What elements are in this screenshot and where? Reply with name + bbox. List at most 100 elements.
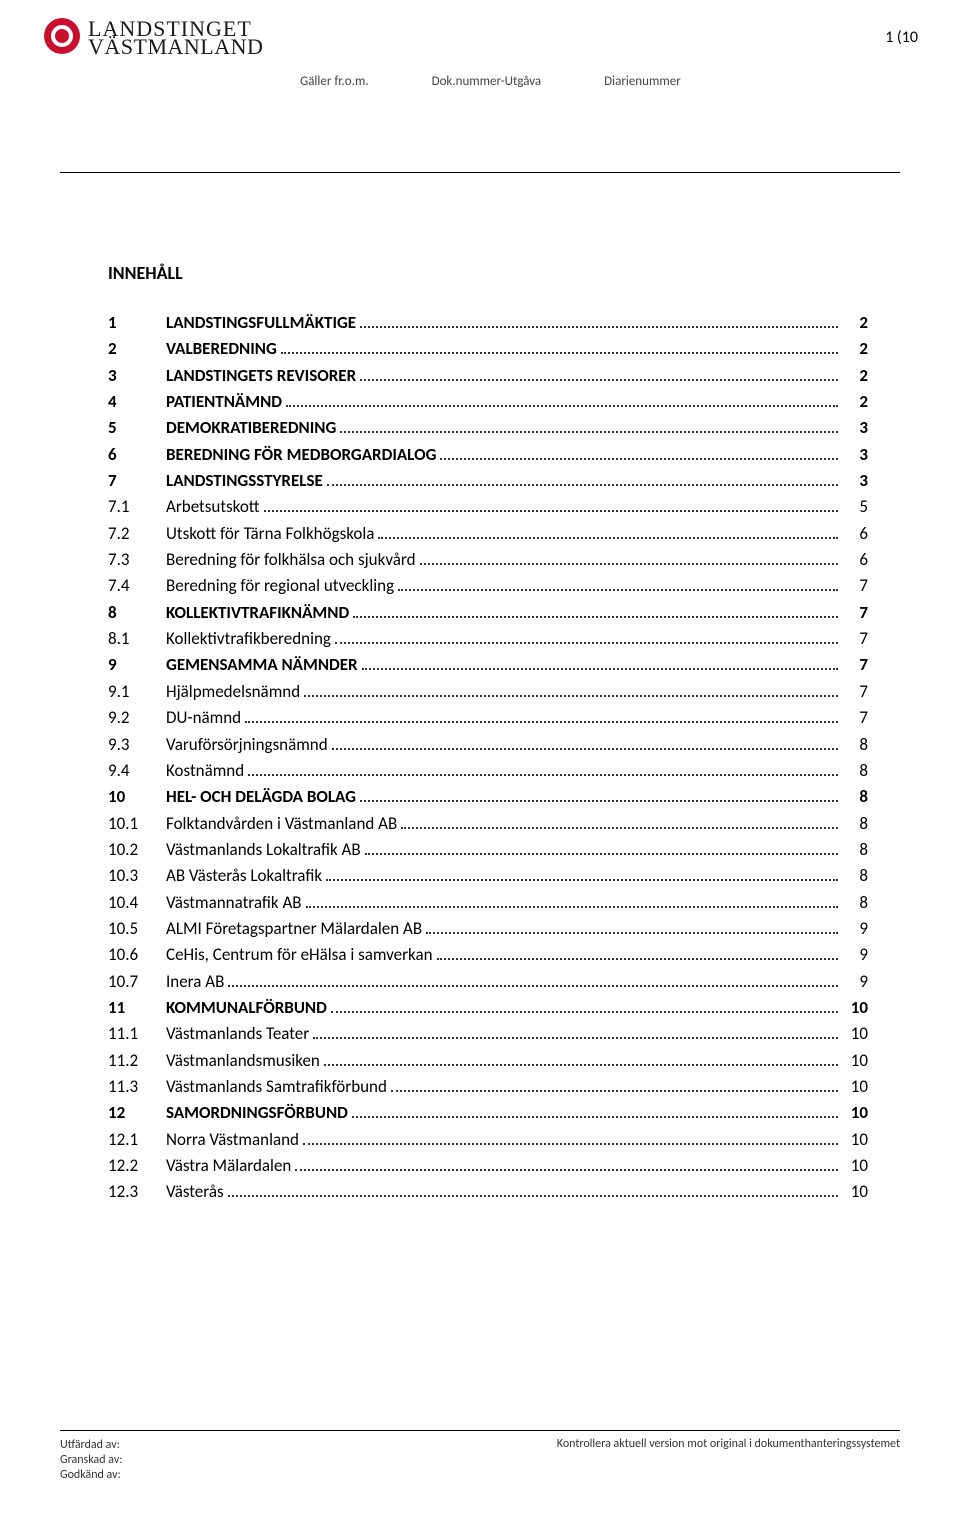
toc-entry-page: 7 [842, 600, 868, 626]
toc-entry-title: SAMORDNINGSFÖRBUND [166, 1100, 348, 1126]
toc-entry-page: 9 [842, 942, 868, 968]
toc-leader-dots [335, 642, 838, 644]
toc-entry-title: Beredning för folkhälsa och sjukvård [166, 547, 416, 573]
toc-entry-title: LANDSTINGETS REVISORER [166, 363, 356, 389]
toc-leader-dots [352, 1116, 838, 1118]
content: INNEHÅLL 1LANDSTINGSFULLMÄKTIGE22 VALBERE… [108, 262, 868, 1206]
toc-entry-title: Folktandvården i Västmanland AB [166, 811, 397, 837]
toc-entry-number: 10.1 [108, 811, 166, 837]
toc-entry-page: 2 [842, 336, 868, 362]
toc-entry-number: 10 [108, 784, 166, 810]
toc-row: 3LANDSTINGETS REVISORER2 [108, 363, 868, 389]
toc-leader-dots [327, 484, 838, 486]
toc-leader-dots [360, 379, 838, 381]
toc-entry-title: Västmanlands Teater [166, 1021, 309, 1047]
toc-entry-number: 11.1 [108, 1021, 166, 1047]
toc-entry-number: 9 [108, 652, 166, 678]
meta-col3: Diarienummer [604, 74, 681, 89]
meta-col2: Dok.nummer-Utgåva [432, 74, 542, 89]
toc-entry-page: 10 [842, 995, 868, 1021]
toc-row: 10.5ALMI Företagspartner Mälardalen AB9 [108, 916, 868, 942]
toc-entry-page: 8 [842, 784, 868, 810]
toc-leader-dots [281, 352, 838, 354]
toc-entry-page: 10 [842, 1048, 868, 1074]
toc-leader-dots [420, 563, 838, 565]
toc-entry-number: 7.2 [108, 521, 166, 547]
toc-entry-page: 7 [842, 652, 868, 678]
toc-entry-number: 10.5 [108, 916, 166, 942]
toc-entry-number: 8 [108, 600, 166, 626]
toc-row: 10.3AB Västerås Lokaltrafik8 [108, 863, 868, 889]
toc-entry-title: Varuförsörjningsnämnd [166, 732, 328, 758]
toc-row: 2VALBEREDNING2 [108, 336, 868, 362]
toc-entry-page: 9 [842, 969, 868, 995]
toc-entry-number: 12 [108, 1100, 166, 1126]
toc-entry-title: DU-nämnd [166, 705, 241, 731]
toc-entry-page: 3 [842, 415, 868, 441]
toc-row: 7.2Utskott för Tärna Folkhögskola6 [108, 521, 868, 547]
toc-leader-dots [286, 405, 838, 407]
toc-entry-title: Hjälpmedelsnämnd [166, 679, 300, 705]
toc-row: 9.2DU-nämnd7 [108, 705, 868, 731]
toc-row: 11.3Västmanlands Samtrafikförbund10 [108, 1074, 868, 1100]
toc-leader-dots [326, 879, 838, 881]
toc-entry-number: 10.3 [108, 863, 166, 889]
toc-entry-number: 8.1 [108, 626, 166, 652]
toc-entry-title: KOLLEKTIVTRAFIKNÄMND [166, 600, 349, 626]
toc-entry-page: 7 [842, 626, 868, 652]
toc-entry-page: 8 [842, 758, 868, 784]
toc-row: 12.1Norra Västmanland10 [108, 1127, 868, 1153]
toc-entry-number: 9.4 [108, 758, 166, 784]
toc-row: 12.2Västra Mälardalen10 [108, 1153, 868, 1179]
toc-entry-page: 7 [842, 679, 868, 705]
toc-entry-number: 7.4 [108, 573, 166, 599]
toc-entry-number: 4 [108, 389, 166, 415]
toc-row: 5DEMOKRATIBEREDNING3 [108, 415, 868, 441]
toc-leader-dots [313, 1037, 838, 1039]
toc-entry-number: 3 [108, 363, 166, 389]
toc-entry-number: 9.1 [108, 679, 166, 705]
toc-leader-dots [332, 748, 838, 750]
toc-entry-title: VALBEREDNING [166, 336, 277, 362]
toc-leader-dots [360, 800, 838, 802]
toc-leader-dots [340, 431, 838, 433]
toc-leader-dots [362, 668, 838, 670]
toc-row: 7.1Arbetsutskott5 [108, 494, 868, 520]
toc-leader-dots [440, 458, 838, 460]
toc-row: 7LANDSTINGSSTYRELSE3 [108, 468, 868, 494]
meta-col1: Gäller fr.o.m. [300, 74, 369, 89]
toc-entry-title: Västra Mälardalen [166, 1153, 291, 1179]
toc-entry-number: 12.1 [108, 1127, 166, 1153]
toc-heading: INNEHÅLL [108, 262, 868, 284]
toc-row: 1LANDSTINGSFULLMÄKTIGE2 [108, 310, 868, 336]
toc-entry-title: Beredning för regional utveckling [166, 573, 394, 599]
footer-right: Kontrollera aktuell version mot original… [557, 1437, 900, 1483]
toc-entry-number: 11.2 [108, 1048, 166, 1074]
toc-entry-number: 5 [108, 415, 166, 441]
toc-entry-number: 11.3 [108, 1074, 166, 1100]
toc-entry-page: 6 [842, 547, 868, 573]
toc-entry-title: GEMENSAMMA NÄMNDER [166, 652, 358, 678]
toc-entry-page: 8 [842, 732, 868, 758]
toc-entry-title: Västmannatrafik AB [166, 890, 302, 916]
toc-row: 7.4Beredning för regional utveckling7 [108, 573, 868, 599]
toc-row: 11.1Västmanlands Teater10 [108, 1021, 868, 1047]
toc-entry-number: 12.2 [108, 1153, 166, 1179]
toc-entry-number: 9.3 [108, 732, 166, 758]
toc-row: 10HEL- OCH DELÄGDA BOLAG8 [108, 784, 868, 810]
toc-entry-number: 7 [108, 468, 166, 494]
toc-leader-dots [391, 1090, 838, 1092]
toc-row: 10.7Inera AB9 [108, 969, 868, 995]
toc-entry-page: 10 [842, 1100, 868, 1126]
toc-entry-page: 2 [842, 310, 868, 336]
logo-line2: VÄSTMANLAND [88, 36, 263, 58]
toc-entry-page: 5 [842, 494, 868, 520]
toc-entry-number: 7.1 [108, 494, 166, 520]
footer-rule [60, 1430, 900, 1431]
toc-leader-dots [306, 906, 838, 908]
toc-leader-dots [264, 510, 838, 512]
toc-entry-number: 12.3 [108, 1179, 166, 1205]
toc-row: 10.1Folktandvården i Västmanland AB8 [108, 811, 868, 837]
toc-entry-title: PATIENTNÄMND [166, 389, 282, 415]
footer-reviewed-by: Granskad av: [60, 1453, 122, 1467]
